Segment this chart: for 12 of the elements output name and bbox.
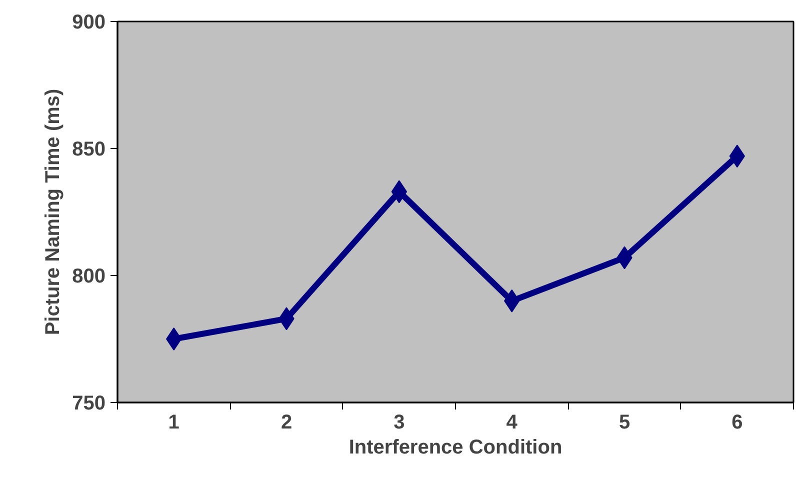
y-tick-label: 800 <box>72 266 106 288</box>
x-tick-label: 5 <box>618 412 630 434</box>
y-tick-label: 900 <box>72 12 106 34</box>
x-tick-label: 1 <box>168 412 180 434</box>
y-tick-label: 750 <box>72 392 106 414</box>
y-axis-title: Picture Naming Time (ms) <box>42 88 64 336</box>
x-tick-label: 3 <box>394 412 405 434</box>
x-tick-label: 6 <box>732 412 743 434</box>
x-tick-label: 2 <box>280 412 292 434</box>
x-axis-title: Interference Condition <box>348 436 562 458</box>
x-tick-label: 4 <box>506 412 518 434</box>
y-tick-label: 850 <box>72 138 106 160</box>
